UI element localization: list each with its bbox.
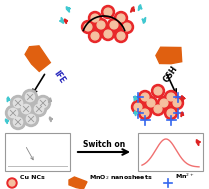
Circle shape xyxy=(88,29,102,43)
Circle shape xyxy=(171,97,184,109)
Circle shape xyxy=(115,12,127,25)
Circle shape xyxy=(141,109,149,117)
Circle shape xyxy=(144,97,158,109)
Polygon shape xyxy=(25,46,50,71)
Circle shape xyxy=(7,178,17,188)
Circle shape xyxy=(5,105,20,121)
Circle shape xyxy=(152,84,164,98)
Circle shape xyxy=(121,20,134,33)
Circle shape xyxy=(139,106,152,119)
Polygon shape xyxy=(49,117,53,122)
Circle shape xyxy=(82,20,94,33)
Circle shape xyxy=(38,98,48,108)
Circle shape xyxy=(123,23,131,31)
Polygon shape xyxy=(138,5,142,11)
Circle shape xyxy=(32,101,46,116)
Circle shape xyxy=(97,21,105,29)
Circle shape xyxy=(104,8,112,16)
Circle shape xyxy=(154,105,162,113)
Circle shape xyxy=(26,114,36,124)
Text: IFE: IFE xyxy=(52,69,67,85)
Polygon shape xyxy=(64,19,68,24)
FancyBboxPatch shape xyxy=(138,133,203,171)
Polygon shape xyxy=(60,17,64,23)
Circle shape xyxy=(13,98,23,108)
Polygon shape xyxy=(130,7,134,12)
Polygon shape xyxy=(66,7,71,12)
Circle shape xyxy=(84,23,92,31)
Circle shape xyxy=(13,117,23,127)
Circle shape xyxy=(139,91,152,104)
Circle shape xyxy=(23,112,38,126)
Circle shape xyxy=(154,87,162,95)
FancyBboxPatch shape xyxy=(5,133,70,171)
Circle shape xyxy=(167,93,175,101)
Circle shape xyxy=(117,32,125,40)
Polygon shape xyxy=(156,47,182,64)
Circle shape xyxy=(88,12,102,25)
Polygon shape xyxy=(181,95,185,102)
Circle shape xyxy=(141,93,149,101)
Circle shape xyxy=(164,91,177,104)
Circle shape xyxy=(23,90,37,105)
Circle shape xyxy=(19,101,33,116)
Circle shape xyxy=(173,99,181,107)
Polygon shape xyxy=(134,96,137,101)
Circle shape xyxy=(147,99,155,107)
Circle shape xyxy=(134,103,142,111)
Polygon shape xyxy=(69,177,87,189)
Circle shape xyxy=(152,102,164,115)
Polygon shape xyxy=(196,140,200,146)
Circle shape xyxy=(117,14,125,22)
Circle shape xyxy=(25,92,35,102)
Circle shape xyxy=(91,32,99,40)
Text: MnO$_2$ nanosheets: MnO$_2$ nanosheets xyxy=(89,173,153,182)
Circle shape xyxy=(36,95,51,111)
Circle shape xyxy=(110,21,118,29)
Polygon shape xyxy=(134,111,138,116)
Text: Switch on: Switch on xyxy=(83,140,125,149)
Text: GSH: GSH xyxy=(162,64,180,84)
Circle shape xyxy=(164,106,177,119)
Polygon shape xyxy=(181,112,184,117)
Circle shape xyxy=(160,99,168,107)
Polygon shape xyxy=(49,98,51,103)
Circle shape xyxy=(102,5,115,19)
Circle shape xyxy=(107,19,121,32)
Circle shape xyxy=(167,109,175,117)
Circle shape xyxy=(102,28,115,40)
Circle shape xyxy=(9,180,15,186)
Text: Cu NCs: Cu NCs xyxy=(20,175,45,180)
Circle shape xyxy=(115,29,127,43)
Circle shape xyxy=(91,14,99,22)
Circle shape xyxy=(34,104,44,114)
Polygon shape xyxy=(142,17,146,23)
Circle shape xyxy=(158,97,171,109)
Circle shape xyxy=(94,19,107,32)
Polygon shape xyxy=(7,97,10,102)
Circle shape xyxy=(21,104,31,114)
Circle shape xyxy=(10,95,25,111)
Polygon shape xyxy=(5,119,9,124)
Circle shape xyxy=(104,30,112,38)
Circle shape xyxy=(8,108,18,118)
Circle shape xyxy=(10,115,25,129)
Text: Mn$^{2+}$: Mn$^{2+}$ xyxy=(175,172,195,181)
Circle shape xyxy=(131,101,144,114)
